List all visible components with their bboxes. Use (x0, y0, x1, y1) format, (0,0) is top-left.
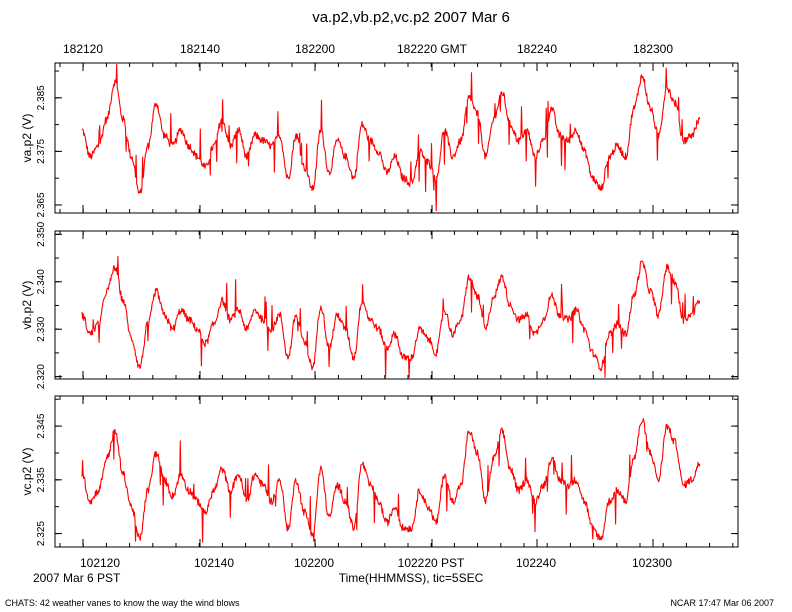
panel-vb: 2.350 2.340 2.330 2.320 vb.p2 (V) (20, 221, 739, 389)
panel-vc: 2.345 2.335 2.325 vc.p2 (V) (20, 395, 739, 548)
bottom-tick-label: 102200 (294, 556, 334, 570)
series-line-vb.p2 (81, 256, 701, 379)
x-axis-label: Time(HHMMSS), tic=5SEC (339, 571, 484, 585)
bottom-tick-label: 102300 (632, 556, 672, 570)
series-line-va.p2 (81, 63, 701, 212)
y-tick-label: 2.385 (36, 85, 47, 110)
y-tick-label: 2.335 (36, 467, 47, 492)
y-tick-label: 2.330 (36, 316, 47, 341)
y-axis-label: vb.p2 (V) (20, 281, 34, 330)
footer-left: CHATS: 42 weather vanes to know the way … (5, 598, 240, 608)
y-tick-label: 2.350 (36, 221, 47, 246)
panel-va: 2.385 2.375 2.365 va.p2 (V) (20, 62, 739, 217)
footer-right: NCAR 17:47 Mar 06 2007 (670, 598, 774, 608)
top-tick-label: 182220 GMT (397, 42, 468, 56)
top-axis-labels: 182120 182140 182200 182220 GMT 182240 1… (63, 42, 673, 56)
y-tick-label: 2.325 (36, 521, 47, 546)
chart-title: va.p2,vb.p2,vc.p2 2007 Mar 6 (312, 9, 510, 26)
bottom-tick-label: 102120 (80, 556, 120, 570)
top-tick-label: 182200 (295, 42, 335, 56)
plot-frame (54, 62, 739, 214)
plot-frame (54, 230, 739, 380)
y-tick-label: 2.345 (36, 413, 47, 438)
y-tick-label: 2.340 (36, 269, 47, 294)
top-tick-label: 182120 (63, 42, 103, 56)
top-tick-label: 182240 (517, 42, 557, 56)
y-axis-label: va.p2 (V) (20, 114, 34, 163)
top-tick-label: 182300 (633, 42, 673, 56)
top-tick-label: 182140 (180, 42, 220, 56)
bottom-tick-label: 102220 PST (398, 556, 465, 570)
bottom-tick-label: 102240 (516, 556, 556, 570)
bottom-axis-labels: 102120 102140 102200 102220 PST 102240 1… (80, 556, 672, 570)
plot-frame (54, 395, 739, 548)
y-axis-label: vc.p2 (V) (20, 447, 34, 495)
date-label: 2007 Mar 6 PST (33, 571, 121, 585)
y-tick-label: 2.320 (36, 364, 47, 389)
series-line-vc.p2 (81, 418, 701, 543)
bottom-tick-label: 102140 (194, 556, 234, 570)
y-tick-label: 2.365 (36, 192, 47, 217)
y-tick-label: 2.375 (36, 138, 47, 163)
